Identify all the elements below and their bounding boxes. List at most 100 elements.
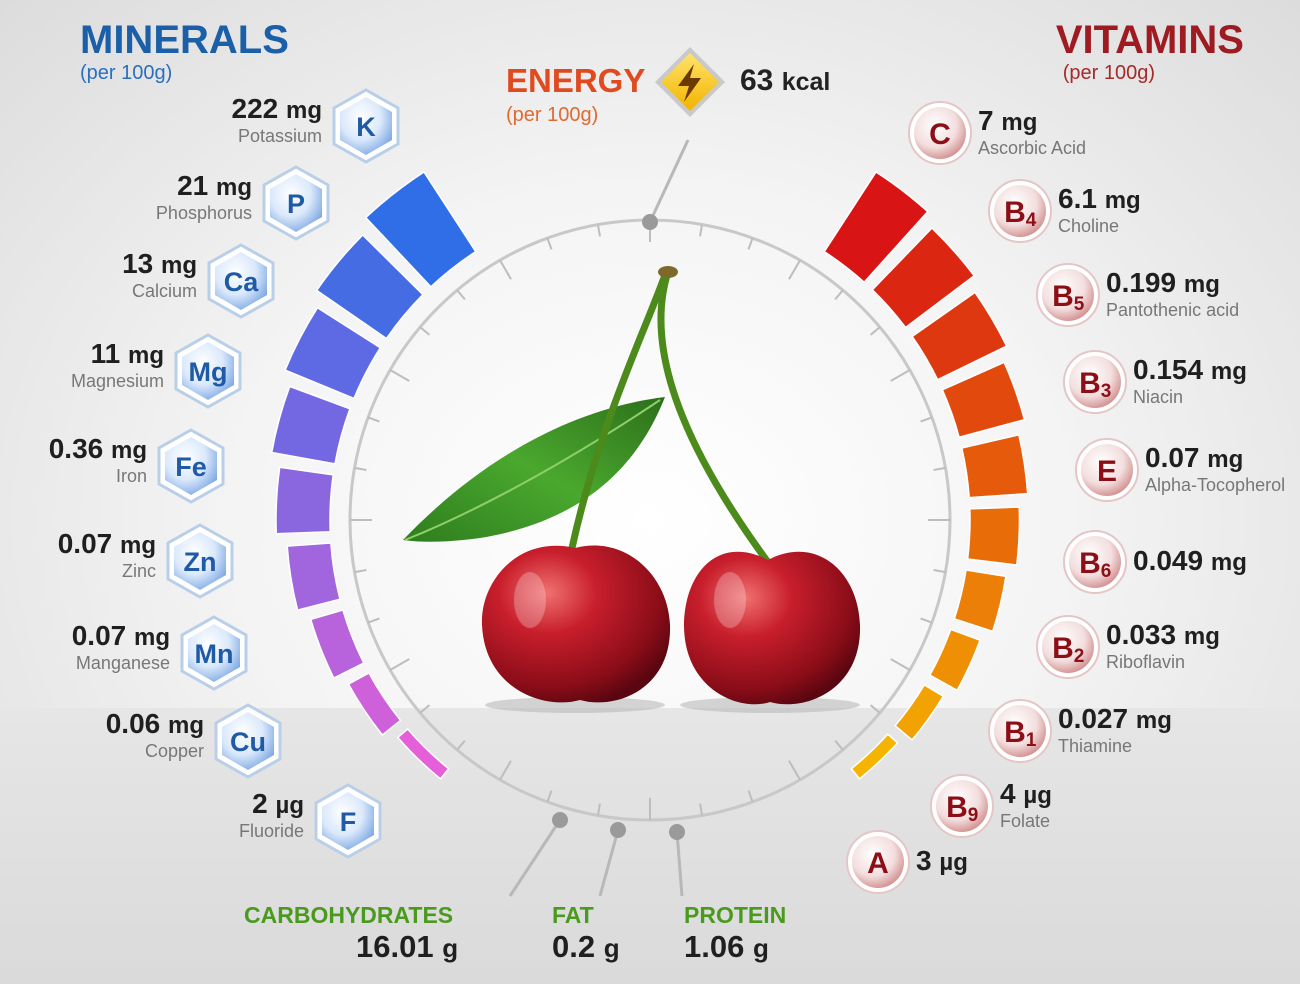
vitamin-name: Alpha-Tocopherol bbox=[1145, 475, 1286, 495]
vitamin-subscript: 6 bbox=[1101, 561, 1112, 582]
macro-value: 16.01 bbox=[356, 929, 434, 964]
dial-tick bbox=[933, 466, 946, 471]
vitamin-symbol: B bbox=[1004, 196, 1026, 229]
mineral-label: 2 µg Fluoride bbox=[238, 788, 304, 842]
dial-tick bbox=[699, 803, 704, 816]
mineral-amount: 0.07 mg bbox=[57, 528, 156, 560]
mineral-name: Phosphorus bbox=[155, 203, 252, 223]
vitamin-symbol: C bbox=[929, 118, 951, 151]
energy-unit: kcal bbox=[781, 68, 831, 96]
dial-tick bbox=[890, 658, 911, 671]
mineral-label: 0.06 mg Copper bbox=[105, 708, 204, 762]
macro-title: FAT bbox=[552, 902, 594, 928]
vitamin-bar bbox=[894, 683, 945, 741]
mineral-name: Manganese bbox=[75, 653, 170, 673]
vitamin-amount: 3 µg bbox=[916, 845, 968, 877]
mineral-amount: 13 mg bbox=[122, 248, 197, 280]
vitamin-bar bbox=[953, 569, 1007, 633]
macro-protein: PROTEIN 1.06 g bbox=[684, 902, 786, 965]
vitamin-badge: A bbox=[846, 830, 910, 894]
vitamin-amount: 7 mg bbox=[978, 105, 1038, 137]
vitamin-label: 0.199 mg Pantothenic acid bbox=[1106, 268, 1240, 321]
element-badge: F bbox=[314, 783, 382, 859]
dial-tick bbox=[920, 416, 933, 423]
vitamin-name: Folate bbox=[1000, 811, 1051, 831]
element-symbol: Mg bbox=[189, 357, 228, 387]
element-symbol: F bbox=[340, 807, 357, 837]
dial-tick bbox=[419, 326, 431, 336]
mineral-bar bbox=[364, 170, 477, 288]
element-badge: K bbox=[332, 88, 400, 164]
macro-title: CARBOHYDRATES bbox=[244, 902, 454, 928]
element-badge: Zn bbox=[166, 523, 234, 599]
vitamin-label: 0.027 mg Thiamine bbox=[1058, 704, 1172, 757]
vitamin-bar bbox=[928, 628, 982, 692]
element-symbol: Mn bbox=[195, 639, 234, 669]
element-badge: Mn bbox=[180, 615, 248, 691]
vitamin-symbol: B bbox=[1004, 716, 1026, 749]
vitamin-symbol: B bbox=[946, 791, 968, 824]
mineral-bar bbox=[275, 466, 335, 535]
vitamin-name: Ascorbic Acid bbox=[978, 138, 1087, 158]
vitamin-amount: 0.033 mg bbox=[1106, 619, 1220, 651]
macro-fat: FAT 0.2 g bbox=[552, 902, 620, 965]
dial-tick bbox=[834, 289, 844, 301]
vitamin-symbol: B bbox=[1079, 547, 1101, 580]
element-badge: Fe bbox=[157, 428, 225, 504]
mineral-bars bbox=[270, 170, 477, 780]
vitamin-bar bbox=[871, 226, 976, 329]
vitamins-subtitle: (per 100g) bbox=[1062, 62, 1155, 84]
mineral-name: Zinc bbox=[121, 561, 156, 581]
mineral-label: 0.07 mg Manganese bbox=[71, 620, 170, 674]
mineral-bar bbox=[270, 385, 351, 465]
vitamin-label: 6.1 mg Choline bbox=[1058, 184, 1141, 237]
element-badge: Ca bbox=[207, 243, 275, 319]
mineral-amount: 0.07 mg bbox=[71, 620, 170, 652]
dial-tick bbox=[389, 369, 410, 382]
dial-tick bbox=[419, 704, 431, 714]
vitamin-name: Niacin bbox=[1133, 387, 1184, 407]
dial-tick bbox=[499, 760, 512, 781]
dial-tick bbox=[869, 704, 881, 714]
macro-value: 1.06 bbox=[684, 929, 745, 964]
mineral-amount: 2 µg bbox=[252, 788, 304, 820]
energy-title: ENERGY bbox=[506, 62, 646, 99]
energy-amount: 63 bbox=[740, 64, 774, 97]
mineral-amount: 0.06 mg bbox=[105, 708, 204, 740]
mineral-label: 13 mg Calcium bbox=[122, 248, 197, 302]
vitamin-subscript: 1 bbox=[1026, 730, 1037, 751]
dial-tick bbox=[456, 289, 466, 301]
vitamin-bars bbox=[823, 170, 1029, 780]
mineral-name: Fluoride bbox=[238, 821, 304, 841]
dial-tick bbox=[367, 617, 380, 624]
dial-tick bbox=[389, 658, 410, 671]
mineral-label: 21 mg Phosphorus bbox=[155, 171, 252, 224]
vitamin-symbol: E bbox=[1097, 455, 1117, 488]
dial-tick bbox=[747, 790, 754, 803]
macro-unit: g bbox=[442, 933, 459, 963]
dial-tick bbox=[354, 466, 367, 471]
vitamin-name: Thiamine bbox=[1058, 736, 1133, 756]
vitamin-amount: 0.07 mg bbox=[1145, 442, 1244, 474]
dial-tick bbox=[788, 259, 801, 280]
minerals-subtitle: (per 100g) bbox=[80, 62, 173, 84]
dial-tick bbox=[596, 803, 601, 816]
mineral-bar bbox=[309, 609, 365, 680]
vitamin-badge: E bbox=[1075, 438, 1139, 502]
macro-amount: 16.01 g bbox=[356, 929, 565, 965]
mineral-bar bbox=[286, 542, 341, 611]
element-badge: P bbox=[262, 165, 330, 241]
vitamin-bar bbox=[960, 433, 1029, 499]
vitamin-name: Pantothenic acid bbox=[1106, 300, 1240, 320]
vitamin-bar bbox=[823, 170, 929, 284]
dial-tick bbox=[869, 326, 881, 336]
vitamin-label: 4 µg Folate bbox=[1000, 779, 1052, 832]
mineral-name: Iron bbox=[115, 466, 147, 486]
mineral-bar bbox=[396, 727, 450, 780]
macro-carbohydrates: CARBOHYDRATES 16.01 g bbox=[244, 902, 458, 965]
